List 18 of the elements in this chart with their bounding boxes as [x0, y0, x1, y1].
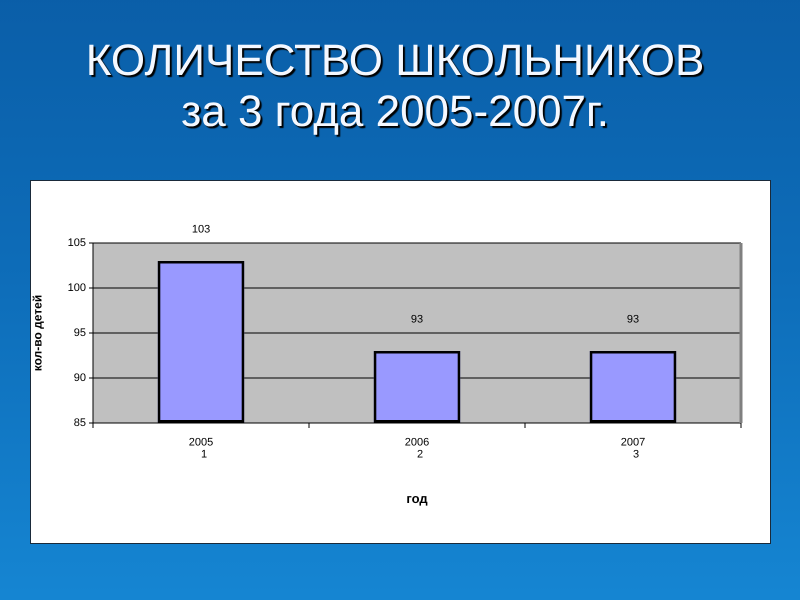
- x-axis-title: год: [406, 490, 428, 506]
- chart-subtitle: за 3 года 2005-2007г.: [180, 87, 610, 137]
- data-label: 93: [626, 314, 640, 326]
- text: 1: [200, 448, 208, 461]
- y-tick-label: 100: [68, 282, 86, 294]
- x-tick-label: 2005: [188, 436, 214, 449]
- x-tick-label: 2007: [620, 436, 646, 449]
- y-tick-label: 85: [74, 417, 86, 430]
- y-tick-label: 90: [74, 372, 86, 384]
- y-tick-label: 95: [74, 327, 86, 340]
- text: 3: [632, 448, 640, 461]
- text: 2: [416, 448, 424, 461]
- chart-title: КОЛИЧЕСТВО ШКОЛЬНИКОВ: [84, 36, 706, 86]
- y-tick-label: 105: [68, 237, 86, 250]
- x-tick-label: 2006: [404, 436, 430, 449]
- y-axis-title: кол-во детей: [30, 294, 45, 372]
- data-label: 103: [192, 224, 210, 236]
- data-label: 93: [410, 314, 424, 326]
